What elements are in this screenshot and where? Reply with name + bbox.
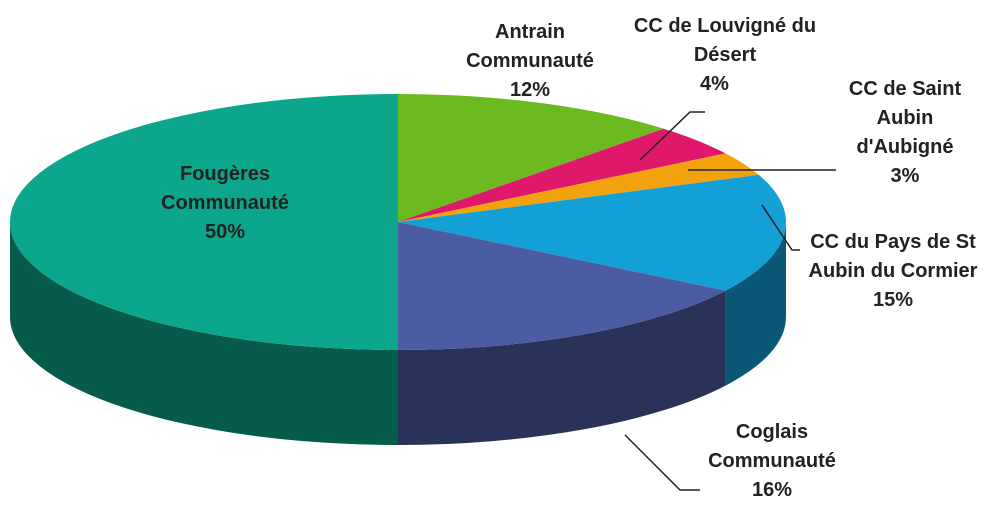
slice-label: CC de Saint Aubin d'Aubigné 3% bbox=[830, 75, 980, 191]
leader-lines bbox=[624, 111, 836, 491]
pie-slice bbox=[10, 94, 398, 350]
pie-side bbox=[725, 222, 786, 386]
category-label: Antrain Communauté bbox=[466, 21, 594, 72]
pie-side bbox=[10, 222, 398, 445]
pie-slice bbox=[398, 174, 786, 291]
slice-label: CC du Pays de St Aubin du Cormier 15% bbox=[808, 228, 978, 315]
value-label: 50% bbox=[204, 221, 246, 243]
value-label: 4% bbox=[700, 73, 729, 95]
pie-side bbox=[398, 290, 726, 445]
category-label: CC de Saint Aubin d'Aubigné bbox=[848, 78, 962, 158]
category-label: CC du Pays de St Aubin du Cormier bbox=[808, 231, 978, 282]
pie-slice bbox=[398, 222, 726, 350]
leader-line bbox=[624, 434, 700, 491]
pie-slice bbox=[398, 153, 759, 222]
value-label: 3% bbox=[890, 165, 920, 187]
category-label: Coglais Communauté bbox=[708, 421, 836, 472]
pie-slice bbox=[398, 94, 664, 222]
slice-label: Coglais Communauté 16% bbox=[697, 418, 847, 505]
category-label: Fougères Communauté bbox=[161, 163, 289, 214]
slice-label: Antrain Communauté 12% bbox=[460, 18, 600, 105]
category-label: CC de Louvigné du Désert bbox=[633, 15, 817, 66]
slice-label: CC de Louvigné du Désert 4% bbox=[620, 12, 830, 95]
leader-line bbox=[761, 204, 800, 251]
slice-label: Fougères Communauté 50% bbox=[140, 160, 310, 247]
value-label: 16% bbox=[751, 479, 793, 501]
leader-line bbox=[639, 111, 705, 161]
value-label: 15% bbox=[872, 289, 914, 311]
value-label: 12% bbox=[509, 79, 551, 101]
pie-slice bbox=[398, 128, 726, 222]
